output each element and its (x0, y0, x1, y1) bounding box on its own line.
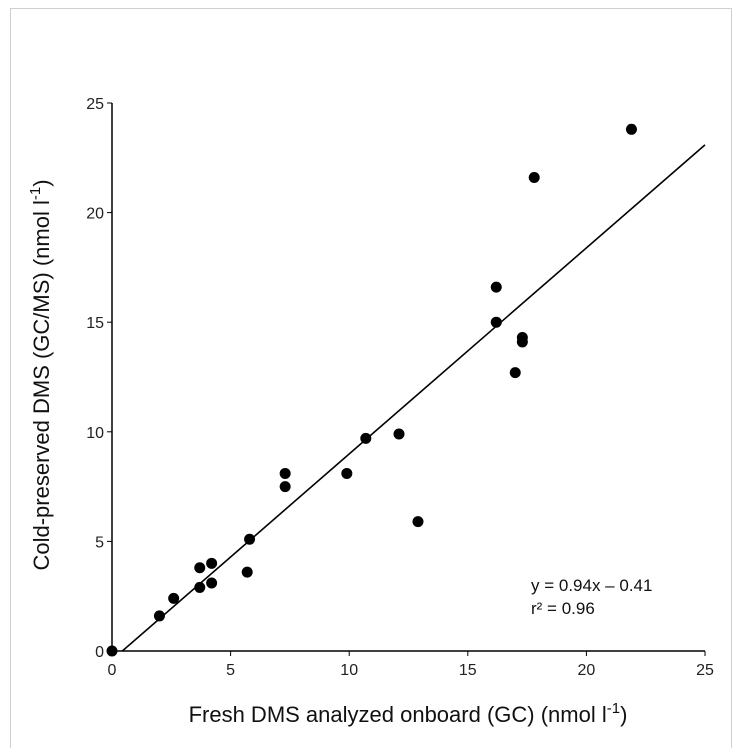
x-axis-title: Fresh DMS analyzed onboard (GC) (nmol l-… (189, 700, 628, 727)
data-point (206, 557, 218, 569)
data-point (412, 516, 424, 528)
data-points (106, 123, 637, 657)
regression-line (121, 144, 706, 652)
data-point (393, 428, 405, 440)
r-squared: r² = 0.96 (531, 599, 595, 618)
data-point (360, 432, 372, 444)
data-point (279, 467, 291, 479)
data-point (241, 566, 253, 578)
data-point (490, 316, 502, 328)
y-tick-label: 0 (95, 644, 104, 661)
data-point (168, 592, 180, 604)
data-point (516, 332, 528, 344)
data-point (244, 533, 256, 545)
data-point (194, 562, 206, 574)
data-point (341, 467, 353, 479)
x-tick-label: 5 (226, 662, 235, 679)
y-tick-label: 25 (86, 96, 104, 113)
x-tick-label: 15 (459, 662, 477, 679)
x-tick-label: 0 (108, 662, 117, 679)
y-tick-label: 5 (95, 534, 104, 551)
y-axis-title: Cold-preserved DMS (GC/MS) (nmol l-1) (27, 179, 54, 570)
fit-equation: y = 0.94x – 0.41 (531, 576, 652, 595)
data-point (206, 577, 218, 589)
figure-frame (10, 8, 732, 748)
data-point (490, 281, 502, 293)
x-tick-labels: 0 5 10 15 20 25 (108, 651, 714, 679)
axes (111, 103, 705, 652)
y-tick-label: 20 (86, 206, 104, 223)
data-point (625, 123, 637, 135)
x-tick-label: 10 (340, 662, 358, 679)
data-point (153, 610, 165, 622)
y-tick-label: 10 (86, 425, 104, 442)
data-point (279, 481, 291, 493)
y-tick-label: 15 (86, 315, 104, 332)
x-tick-label: 20 (578, 662, 596, 679)
data-point (106, 645, 118, 657)
y-tick-labels: 0 5 10 15 20 25 (86, 96, 112, 661)
x-tick-label: 25 (696, 662, 714, 679)
data-point (509, 367, 521, 379)
data-point (194, 581, 206, 593)
data-point (528, 172, 540, 184)
